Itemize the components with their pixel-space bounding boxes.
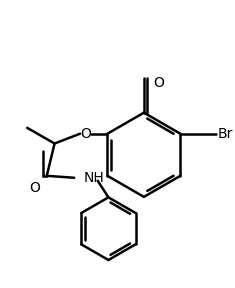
Text: O: O	[80, 127, 91, 141]
Text: NH: NH	[84, 171, 105, 185]
Text: O: O	[153, 76, 164, 90]
Text: O: O	[30, 181, 40, 195]
Text: Br: Br	[218, 127, 233, 141]
